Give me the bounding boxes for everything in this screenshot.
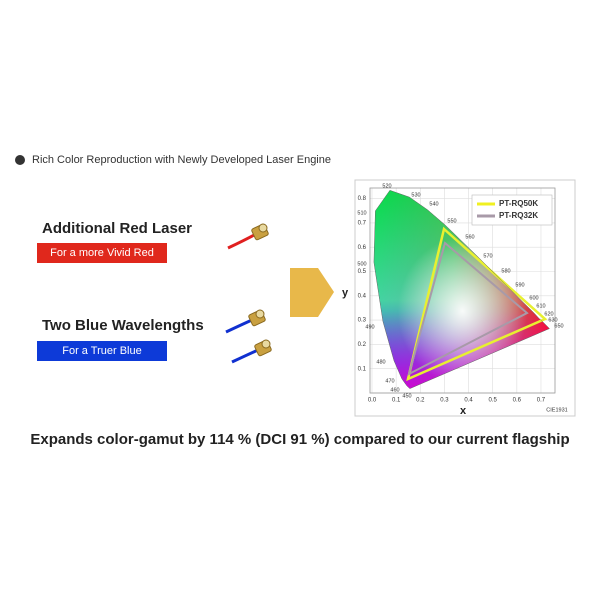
legend-label: PT-RQ32K: [499, 211, 538, 220]
wavelength-label: 550: [447, 218, 456, 224]
y-tick-label: 0.6: [358, 245, 367, 251]
wavelength-label: 590: [515, 282, 524, 288]
wavelength-label: 600: [529, 295, 538, 301]
wavelength-label: 530: [411, 192, 420, 198]
x-tick-label: 0.6: [513, 398, 522, 404]
x-tick-label: 0.0: [368, 398, 377, 404]
header-text: Rich Color Reproduction with Newly Devel…: [32, 154, 331, 166]
wavelength-label: 480: [376, 359, 385, 365]
x-axis-label: x: [460, 405, 467, 417]
legend-label: PT-RQ50K: [499, 199, 538, 208]
wavelength-label: 490: [365, 324, 374, 330]
y-tick-label: 0.2: [358, 342, 367, 348]
y-tick-label: 0.4: [358, 293, 367, 299]
legend: [471, 194, 553, 226]
gamut-triangle: [406, 226, 548, 382]
feature-title: Two Blue Wavelengths: [42, 317, 204, 334]
y-tick-label: 0.8: [358, 196, 367, 202]
wavelength-label: 610: [536, 303, 545, 309]
x-tick-label: 0.1: [392, 398, 401, 404]
x-tick-label: 0.3: [440, 398, 449, 404]
y-tick-label: 0.7: [358, 220, 367, 226]
wavelength-label: 500: [357, 261, 366, 267]
wavelength-label: 580: [501, 268, 510, 274]
locus-outline: [373, 190, 550, 389]
wavelength-label: 510: [357, 210, 366, 216]
wavelength-label: 520: [382, 183, 391, 189]
wavelength-label: 540: [429, 201, 438, 207]
x-tick-label: 0.7: [537, 398, 546, 404]
feature-tag: For a Truer Blue: [62, 345, 141, 357]
wavelength-label: 450: [402, 393, 411, 399]
feature-tag: For a more Vivid Red: [50, 247, 154, 259]
y-tick-label: 0.3: [358, 318, 367, 324]
y-tick-label: 0.5: [358, 269, 367, 275]
feature-tag-box: [37, 243, 167, 263]
y-axis-label: y: [342, 287, 349, 299]
wavelength-label: 560: [465, 234, 474, 240]
wavelength-label: 470: [385, 378, 394, 384]
source-label: CIE1931: [546, 407, 567, 413]
wavelength-label: 460: [390, 387, 399, 393]
x-tick-label: 0.5: [489, 398, 498, 404]
wavelength-label: 620: [544, 311, 553, 317]
y-tick-label: 0.1: [358, 366, 367, 372]
wavelength-label: 630: [548, 317, 557, 323]
arrow: [290, 268, 334, 317]
gamut-triangle: [407, 241, 529, 376]
laser-icon: [227, 223, 269, 250]
feature-tag-box: [37, 341, 167, 361]
laser-icon: [231, 339, 272, 364]
feature-title: Additional Red Laser: [42, 220, 192, 237]
x-tick-label: 0.2: [416, 398, 425, 404]
laser-icon: [225, 309, 266, 334]
x-tick-label: 0.4: [464, 398, 473, 404]
footer-text: Expands color-gamut by 114 % (DCI 91 %) …: [30, 431, 569, 448]
plot-area: [369, 187, 556, 394]
bullet: [15, 155, 25, 165]
wavelength-label: 570: [483, 253, 492, 259]
wavelength-label: 650: [554, 323, 563, 329]
